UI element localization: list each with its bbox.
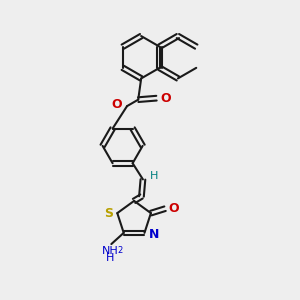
Text: H: H	[149, 171, 158, 181]
Text: NH: NH	[101, 246, 118, 256]
Text: 2: 2	[118, 246, 123, 255]
Text: N: N	[149, 228, 159, 241]
Text: S: S	[104, 207, 113, 220]
Text: O: O	[160, 92, 171, 105]
Text: H: H	[106, 254, 114, 263]
Text: O: O	[111, 98, 122, 111]
Text: O: O	[168, 202, 179, 215]
